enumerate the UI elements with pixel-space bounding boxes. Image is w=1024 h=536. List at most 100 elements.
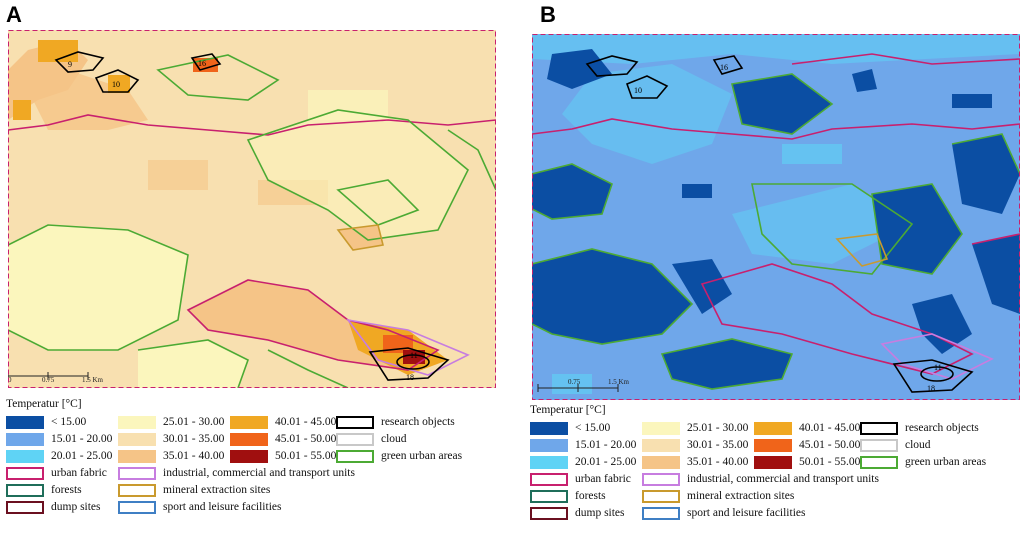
research-label-10-b: 10 [634,86,642,95]
swatch-research-a [336,415,374,429]
heat-patches-a [8,40,468,388]
landuse-outlines-b [532,53,1020,390]
swatch-dump-sites-b [530,506,568,520]
legend-item-urban-fabric-b: urban fabric [530,471,631,487]
scale-bar-b: 0.75 1.5 Km [537,378,630,392]
legend-item-research-a: research objects [336,414,455,430]
research-label-18-b: 18 [927,384,935,393]
swatch-green-urban-b [860,455,898,469]
research-label-10: 10 [112,80,120,89]
scale-tick-15-b: 1.5 Km [608,378,630,386]
swatch-50-55-b [754,455,792,469]
research-label-18: 18 [406,373,414,382]
swatch-industrial-b [642,472,680,486]
research-label-16-b: 16 [720,63,728,72]
legend-item-40-45-a: 40.01 - 45.00 [230,414,336,430]
legend-b: Temperatur [°C] < 15.00 15.01 - 20.00 20… [530,404,1024,534]
swatch-lt15-b [530,421,568,435]
legend-item-urban-fabric-a: urban fabric [6,465,107,481]
map-panel-b: 10 16 11 18 0.75 1.5 Km [532,34,1020,400]
legend-item-mineral-a: mineral extraction sites [118,482,270,498]
landuse-outlines-a [8,54,496,388]
legend-item-25-30-b: 25.01 - 30.00 [642,420,748,436]
swatch-sport-b [642,506,680,520]
swatch-forests-a [6,483,44,497]
swatch-mineral-a [118,483,156,497]
legend-item-sport-b: sport and leisure facilities [642,505,805,521]
swatch-dump-sites-a [6,500,44,514]
legend-item-dump-sites-a: dump sites [6,499,101,515]
legend-item-dump-sites-b: dump sites [530,505,625,521]
map-a-canvas: 9 10 16 11 18 0 0.75 1.5 Km [8,30,496,388]
legend-item-35-40-a: 35.01 - 40.00 [118,448,224,464]
legend-item-cloud-a: cloud [336,431,407,447]
legend-item-lt15-b: < 15.00 [530,420,610,436]
scale-tick-075-b: 0.75 [568,378,581,386]
scale-tick-0: 0 [8,376,12,384]
legend-title-b: Temperatur [°C] [530,404,606,416]
legend-item-40-45-b: 40.01 - 45.00 [754,420,860,436]
swatch-25-30-a [118,415,156,429]
panel-label-a: A [6,2,22,27]
legend-item-30-35-b: 30.01 - 35.00 [642,437,748,453]
legend-item-green-urban-a: green urban areas [336,448,462,464]
legend-title-a: Temperatur [°C] [6,398,82,410]
swatch-25-30-b [642,421,680,435]
swatch-urban-fabric-b [530,472,568,486]
research-label-16: 16 [198,59,206,68]
swatch-15-20-a [6,432,44,446]
swatch-30-35-a [118,432,156,446]
legend-item-15-20-b: 15.01 - 20.00 [530,437,636,453]
swatch-40-45-a [230,415,268,429]
research-objects-a [54,51,450,381]
swatch-50-55-a [230,449,268,463]
legend-item-45-50-a: 45.01 - 50.00 [230,431,336,447]
research-objects-b [585,55,974,393]
legend-item-cloud-b: cloud [860,437,931,453]
temp-patches-b [532,34,1020,394]
legend-item-20-25-b: 20.01 - 25.00 [530,454,636,470]
research-label-11: 11 [410,351,418,360]
legend-item-forests-b: forests [530,488,606,504]
legend-item-lt15-a: < 15.00 [6,414,86,430]
legend-item-45-50-b: 45.01 - 50.00 [754,437,860,453]
swatch-45-50-a [230,432,268,446]
swatch-40-45-b [754,421,792,435]
scale-bar-a: 0 0.75 1.5 Km [8,372,104,384]
legend-item-mineral-b: mineral extraction sites [642,488,794,504]
swatch-lt15-a [6,415,44,429]
map-panel-a: 9 10 16 11 18 0 0.75 1.5 Km [8,30,496,388]
swatch-industrial-a [118,466,156,480]
swatch-20-25-a [6,449,44,463]
swatch-30-35-b [642,438,680,452]
scale-tick-075: 0.75 [42,376,55,384]
research-label-11-b: 11 [934,363,942,372]
panel-label-b: B [540,2,556,27]
swatch-35-40-a [118,449,156,463]
legend-item-50-55-a: 50.01 - 55.00 [230,448,336,464]
research-label-9: 9 [68,60,72,69]
swatch-20-25-b [530,455,568,469]
swatch-35-40-b [642,455,680,469]
swatch-cloud-a [336,432,374,446]
swatch-urban-fabric-a [6,466,44,480]
legend-item-research-b: research objects [860,420,979,436]
legend-item-industrial-b: industrial, commercial and transport uni… [642,471,879,487]
map-b-canvas: 10 16 11 18 0.75 1.5 Km [532,34,1020,400]
legend-item-green-urban-b: green urban areas [860,454,986,470]
swatch-green-urban-a [336,449,374,463]
swatch-research-b [860,421,898,435]
legend-item-industrial-a: industrial, commercial and transport uni… [118,465,355,481]
swatch-mineral-b [642,489,680,503]
legend-item-30-35-a: 30.01 - 35.00 [118,431,224,447]
legend-item-20-25-a: 20.01 - 25.00 [6,448,112,464]
swatch-forests-b [530,489,568,503]
swatch-15-20-b [530,438,568,452]
swatch-45-50-b [754,438,792,452]
swatch-sport-a [118,500,156,514]
legend-item-15-20-a: 15.01 - 20.00 [6,431,112,447]
swatch-cloud-b [860,438,898,452]
legend-item-25-30-a: 25.01 - 30.00 [118,414,224,430]
legend-item-forests-a: forests [6,482,82,498]
scale-tick-15: 1.5 Km [82,376,104,384]
